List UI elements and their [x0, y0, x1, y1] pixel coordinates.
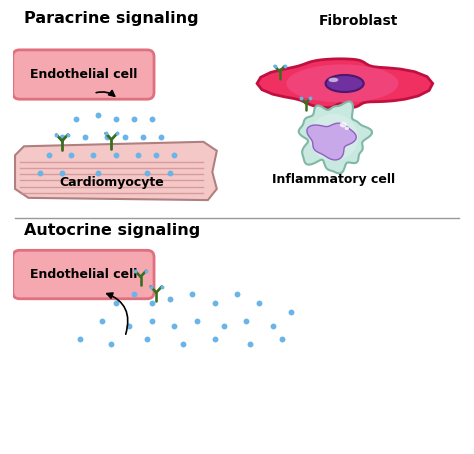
Point [126, 322, 133, 329]
Point [72, 116, 79, 123]
Point [171, 322, 178, 329]
Text: Autocrine signaling: Autocrine signaling [24, 223, 200, 238]
Text: Cardiomyocyte: Cardiomyocyte [59, 176, 164, 189]
Point [102, 130, 109, 137]
Point [130, 116, 137, 123]
Ellipse shape [345, 127, 349, 130]
Point [67, 152, 75, 159]
Point [53, 131, 60, 138]
Point [148, 300, 155, 307]
Point [121, 133, 128, 141]
FancyBboxPatch shape [13, 50, 154, 99]
Point [64, 131, 72, 138]
Ellipse shape [326, 75, 364, 92]
Text: Paracrine signaling: Paracrine signaling [24, 11, 199, 26]
Point [246, 340, 254, 347]
Point [153, 152, 160, 159]
Point [220, 322, 228, 329]
Point [148, 116, 155, 123]
Polygon shape [299, 101, 372, 173]
Point [58, 133, 66, 141]
Point [99, 317, 106, 325]
Polygon shape [307, 123, 356, 160]
Point [130, 291, 137, 298]
Point [58, 169, 66, 177]
Point [297, 94, 305, 102]
Point [271, 62, 278, 69]
Polygon shape [15, 142, 217, 200]
Ellipse shape [328, 78, 338, 82]
Point [166, 295, 173, 302]
Point [112, 300, 120, 307]
Point [147, 283, 155, 290]
Text: Inflammatory cell: Inflammatory cell [272, 173, 395, 187]
Point [148, 317, 155, 325]
Point [112, 116, 120, 123]
Text: Fibroblast: Fibroblast [319, 14, 398, 28]
Point [139, 133, 146, 141]
Point [269, 322, 277, 329]
Point [242, 317, 250, 325]
Point [131, 267, 139, 275]
Point [211, 336, 219, 343]
Point [281, 62, 288, 69]
Point [36, 169, 44, 177]
Point [171, 152, 178, 159]
Point [112, 152, 120, 159]
Ellipse shape [340, 122, 347, 128]
Point [233, 291, 241, 298]
Point [144, 169, 151, 177]
Point [278, 336, 286, 343]
Point [157, 133, 164, 141]
Point [113, 130, 121, 137]
Point [144, 336, 151, 343]
Point [94, 111, 102, 118]
Ellipse shape [309, 114, 358, 161]
Point [94, 169, 102, 177]
Point [142, 267, 150, 275]
Point [188, 291, 196, 298]
Point [158, 283, 165, 290]
Point [307, 94, 314, 102]
Text: Endothelial cell: Endothelial cell [30, 268, 137, 281]
Point [135, 152, 142, 159]
Point [287, 309, 295, 316]
Point [179, 340, 187, 347]
Point [90, 152, 97, 159]
Point [255, 300, 263, 307]
Point [108, 340, 115, 347]
Text: Endothelial cell: Endothelial cell [30, 68, 137, 81]
Point [81, 133, 88, 141]
Point [103, 133, 111, 141]
Polygon shape [257, 59, 433, 108]
Point [45, 152, 53, 159]
FancyBboxPatch shape [13, 250, 154, 299]
Point [166, 169, 173, 177]
Point [211, 300, 219, 307]
Point [76, 336, 84, 343]
Ellipse shape [286, 64, 399, 103]
Point [193, 317, 201, 325]
